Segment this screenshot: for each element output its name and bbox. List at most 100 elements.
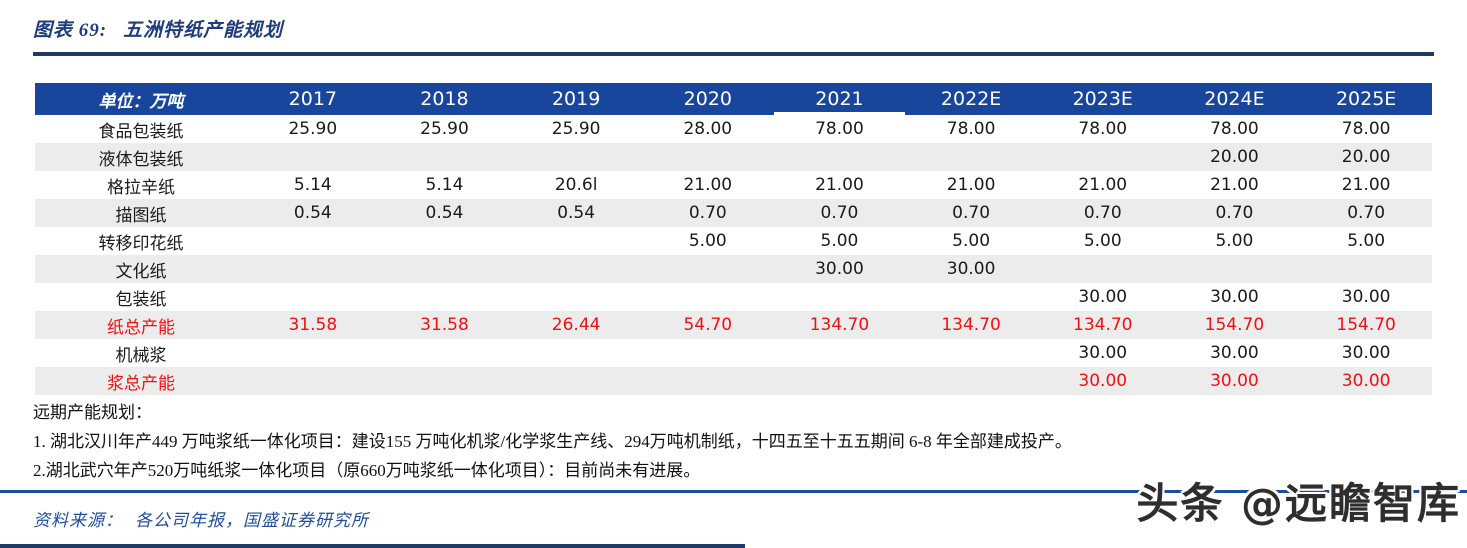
value-cell: 5.14 bbox=[378, 171, 511, 199]
table-body: 食品包装纸 25.90 25.90 25.90 28.00 78.00 78.00 78.00… bbox=[35, 115, 1432, 395]
year-header-2022E: 2022E bbox=[905, 83, 1037, 115]
value-cell bbox=[378, 143, 511, 171]
value-cell: 5.00 bbox=[773, 227, 906, 255]
table-row-9: 机械浆 30.00 30.00 30.00 bbox=[35, 339, 1432, 367]
value-cell bbox=[510, 367, 642, 395]
value-cell: 20.00 bbox=[1300, 143, 1432, 171]
year-header-2020: 2020 bbox=[641, 83, 774, 115]
value-cell bbox=[641, 283, 774, 311]
value-cell: 20.6l bbox=[510, 171, 642, 199]
value-cell bbox=[247, 339, 379, 367]
value-cell: 21.00 bbox=[905, 171, 1037, 199]
value-cell bbox=[247, 227, 379, 255]
watermark: 头条 @远瞻智库 bbox=[1136, 479, 1461, 528]
value-cell: 5.14 bbox=[247, 171, 379, 199]
row-label: 格拉辛纸 bbox=[35, 171, 247, 199]
year-header-2017: 2017 bbox=[247, 83, 379, 115]
value-cell: 78.00 bbox=[1300, 115, 1432, 143]
table-header-row: 单位：万吨 2017 2018 2019 2020 2021 2022E 2023E 2024E… bbox=[35, 83, 1432, 115]
source-label: 资料来源： bbox=[33, 511, 123, 530]
value-cell: 54.70 bbox=[641, 311, 774, 339]
value-cell: 30.00 bbox=[773, 255, 906, 283]
value-cell: 78.00 bbox=[1036, 115, 1169, 143]
value-cell: 30.00 bbox=[1300, 367, 1432, 395]
footer-divider bbox=[0, 490, 1467, 493]
value-cell: 134.70 bbox=[773, 311, 906, 339]
note-item-2: 2.湖北武穴年产520万吨纸浆一体化项目（原660万吨浆纸一体化项目）：目前尚未… bbox=[33, 461, 701, 480]
value-cell: 5.00 bbox=[1036, 227, 1169, 255]
value-cell: 0.70 bbox=[641, 199, 774, 227]
row-label: 文化纸 bbox=[35, 255, 247, 283]
value-cell: 30.00 bbox=[1300, 283, 1432, 311]
value-cell: 30.00 bbox=[1036, 283, 1169, 311]
value-cell: 21.00 bbox=[1300, 171, 1432, 199]
value-cell bbox=[247, 143, 379, 171]
value-cell bbox=[1036, 255, 1169, 283]
table-header: 单位：万吨 2017 2018 2019 2020 2021 2022E 2023E 2024E… bbox=[35, 83, 1432, 115]
notes-heading: 远期产能规划： bbox=[33, 403, 152, 422]
table-row-2: 液体包装纸 20.00 20.00 bbox=[35, 143, 1432, 171]
capacity-table: 单位：万吨 2017 2018 2019 2020 2021 2022E 2023E 2024E… bbox=[35, 83, 1432, 395]
figure-title: 五洲特纸产能规划 bbox=[123, 20, 284, 41]
value-cell: 5.00 bbox=[1168, 227, 1301, 255]
value-cell: 25.90 bbox=[378, 115, 511, 143]
value-cell bbox=[1168, 255, 1301, 283]
value-cell: 0.70 bbox=[773, 199, 906, 227]
year-header-2023E: 2023E bbox=[1036, 83, 1169, 115]
year-header-2024E: 2024E bbox=[1168, 83, 1301, 115]
row-label: 描图纸 bbox=[35, 199, 247, 227]
value-cell bbox=[905, 283, 1037, 311]
value-cell: 30.00 bbox=[1168, 339, 1301, 367]
table-row-1: 食品包装纸 25.90 25.90 25.90 28.00 78.00 78.00 78.00… bbox=[35, 115, 1432, 143]
row-label: 浆总产能 bbox=[35, 367, 247, 395]
table-row-10: 浆总产能 30.00 30.00 30.00 bbox=[35, 367, 1432, 395]
table-row-5: 转移印花纸 5.00 5.00 5.00 5.00 5.00 5.00 bbox=[35, 227, 1432, 255]
value-cell: 30.00 bbox=[1168, 367, 1301, 395]
value-cell: 5.00 bbox=[905, 227, 1037, 255]
value-cell bbox=[510, 283, 642, 311]
value-cell: 0.54 bbox=[378, 199, 511, 227]
source-line: 资料来源： 各公司年报，国盛证券研究所 bbox=[33, 506, 369, 531]
value-cell bbox=[641, 255, 774, 283]
value-cell: 28.00 bbox=[641, 115, 774, 143]
value-cell: 0.70 bbox=[1036, 199, 1169, 227]
row-label: 包装纸 bbox=[35, 283, 247, 311]
table-row-8: 纸总产能 31.58 31.58 26.44 54.70 134.70 134.70 134.… bbox=[35, 311, 1432, 339]
value-cell: 20.00 bbox=[1168, 143, 1301, 171]
value-cell bbox=[378, 227, 511, 255]
value-cell bbox=[641, 143, 774, 171]
table-row-4: 描图纸 0.54 0.54 0.54 0.70 0.70 0.70 0.70 0.70 0.70 bbox=[35, 199, 1432, 227]
table-row-6: 文化纸 30.00 30.00 bbox=[35, 255, 1432, 283]
value-cell: 21.00 bbox=[1036, 171, 1169, 199]
value-cell: 30.00 bbox=[905, 255, 1037, 283]
value-cell: 30.00 bbox=[1168, 283, 1301, 311]
value-cell bbox=[378, 255, 511, 283]
value-cell bbox=[773, 143, 906, 171]
value-cell: 0.70 bbox=[1168, 199, 1301, 227]
figure-caption: 图表 69: 五洲特纸产能规划 bbox=[33, 15, 283, 42]
value-cell: 25.90 bbox=[510, 115, 642, 143]
value-cell bbox=[905, 143, 1037, 171]
year-header-2025E: 2025E bbox=[1300, 83, 1432, 115]
value-cell bbox=[510, 339, 642, 367]
value-cell: 0.70 bbox=[1300, 199, 1432, 227]
value-cell: 31.58 bbox=[247, 311, 379, 339]
value-cell bbox=[510, 143, 642, 171]
value-cell bbox=[1036, 143, 1169, 171]
value-cell: 0.54 bbox=[510, 199, 642, 227]
table-row-3: 格拉辛纸 5.14 5.14 20.6l 21.00 21.00 21.00 21.00 21.… bbox=[35, 171, 1432, 199]
year-header-2018: 2018 bbox=[378, 83, 511, 115]
value-cell: 78.00 bbox=[1168, 115, 1301, 143]
value-cell bbox=[641, 339, 774, 367]
value-cell bbox=[905, 367, 1037, 395]
unit-header-cell: 单位：万吨 bbox=[35, 83, 247, 115]
value-cell: 25.90 bbox=[247, 115, 379, 143]
notes-section: 远期产能规划： 1. 湖北汉川年产449 万吨浆纸一体化项目：建设155 万吨化… bbox=[33, 398, 1437, 485]
value-cell: 154.70 bbox=[1168, 311, 1301, 339]
row-label: 食品包装纸 bbox=[35, 115, 247, 143]
value-cell: 21.00 bbox=[773, 171, 906, 199]
note-item-1: 1. 湖北汉川年产449 万吨浆纸一体化项目：建设155 万吨化机浆/化学浆生产… bbox=[33, 432, 1072, 451]
table-row-7: 包装纸 30.00 30.00 30.00 bbox=[35, 283, 1432, 311]
value-cell bbox=[378, 283, 511, 311]
value-cell: 78.00 bbox=[905, 115, 1037, 143]
